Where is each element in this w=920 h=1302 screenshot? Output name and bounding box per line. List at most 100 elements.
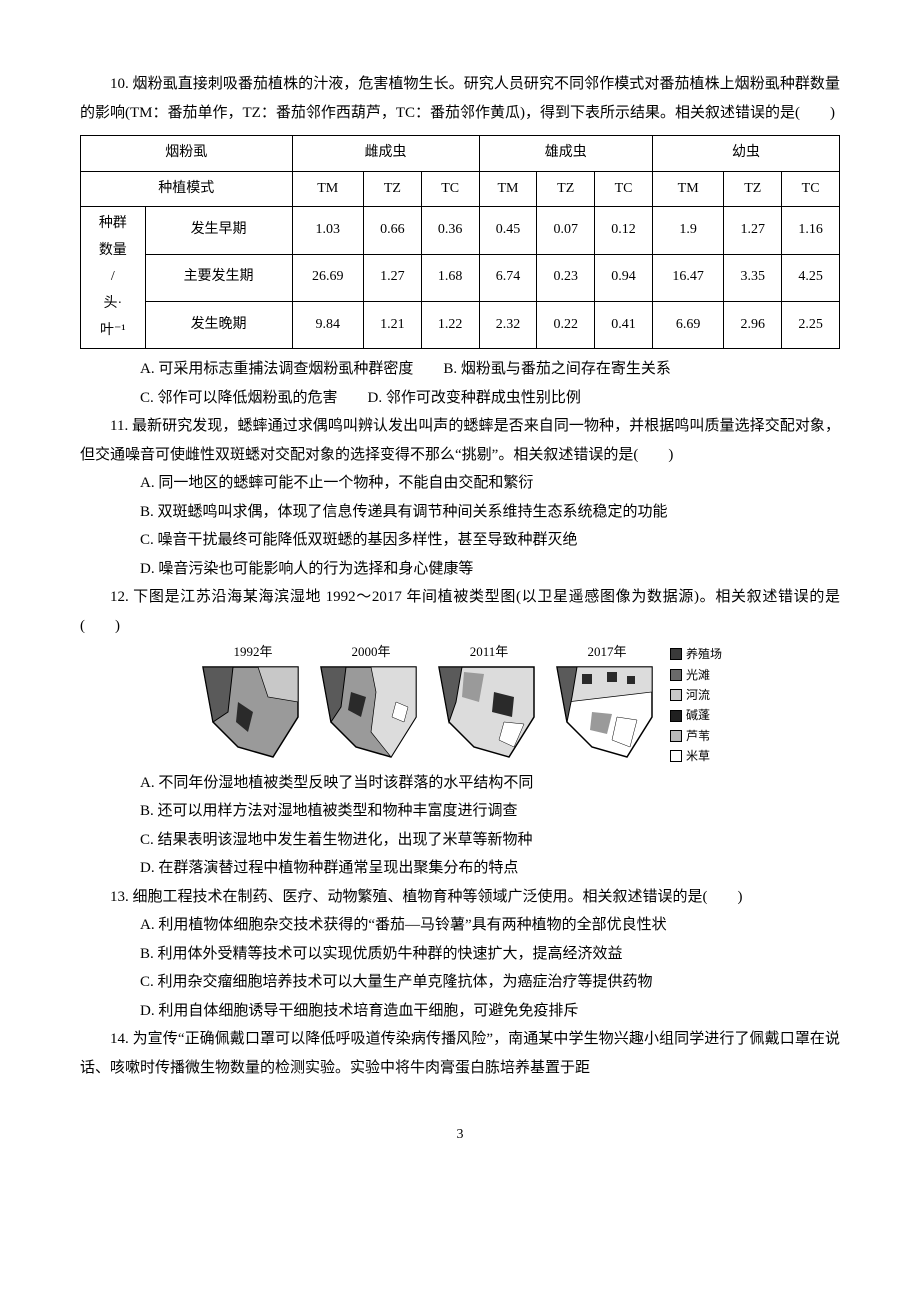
q12-option-d: D. 在群落演替过程中植物种群通常呈现出聚集分布的特点 — [80, 854, 840, 883]
option-a: A. 可采用标志重捕法调查烟粉虱种群密度 — [140, 361, 413, 377]
cell-header: 种植模式 — [81, 171, 293, 207]
cell-header: TM — [652, 171, 723, 207]
option-d: D. 邻作可改变种群成虫性别比例 — [368, 390, 581, 406]
cell-value: 0.94 — [595, 254, 653, 301]
legend-swatch-icon — [670, 648, 682, 660]
cell-header: 幼虫 — [652, 136, 839, 172]
cell-value: 26.69 — [292, 254, 363, 301]
map-1992-svg — [198, 662, 308, 762]
cell-header: 雌成虫 — [292, 136, 479, 172]
table-row: 种群 数量 / 头· 叶⁻¹ 发生早期 1.03 0.66 0.36 0.45 … — [81, 207, 840, 254]
legend-item: 光滩 — [670, 665, 722, 685]
q12-figure: 1992年 2000年 2011年 — [80, 644, 840, 766]
q14-stem: 14. 为宣传“正确佩戴口罩可以降低呼吸道传染病传播风险”，南通某中学生物兴趣小… — [80, 1025, 840, 1082]
cell-value: 2.96 — [724, 301, 782, 348]
q13-option-d: D. 利用自体细胞诱导干细胞技术培育造血干细胞，可避免免疫排斥 — [80, 997, 840, 1026]
q10-stem: 10. 烟粉虱直接刺吸番茄植株的汁液，危害植物生长。研究人员研究不同邻作模式对番… — [80, 70, 840, 127]
cell-value: 6.74 — [479, 254, 537, 301]
map-1992: 1992年 — [198, 644, 308, 762]
cell-value: 1.9 — [652, 207, 723, 254]
map-label: 2011年 — [470, 644, 509, 660]
option-b: B. 烟粉虱与番茄之间存在寄生关系 — [443, 361, 671, 377]
q13-option-b: B. 利用体外受精等技术可以实现优质奶牛种群的快速扩大，提高经济效益 — [80, 940, 840, 969]
q13-option-c: C. 利用杂交瘤细胞培养技术可以大量生产单克隆抗体，为癌症治疗等提供药物 — [80, 968, 840, 997]
map-label: 1992年 — [233, 644, 272, 660]
cell-header: TZ — [537, 171, 595, 207]
map-2000: 2000年 — [316, 644, 426, 762]
cell-value: 0.66 — [364, 207, 422, 254]
cell-header: TC — [595, 171, 653, 207]
cell-value: 0.41 — [595, 301, 653, 348]
cell-value: 1.27 — [724, 207, 782, 254]
table-row: 烟粉虱 雌成虫 雄成虫 幼虫 — [81, 136, 840, 172]
map-label: 2017年 — [587, 644, 626, 660]
q10-options-line1: A. 可采用标志重捕法调查烟粉虱种群密度 B. 烟粉虱与番茄之间存在寄生关系 — [80, 355, 840, 384]
map-2011: 2011年 — [434, 644, 544, 762]
q11-option-c: C. 噪音干扰最终可能降低双斑蟋的基因多样性，甚至导致种群灭绝 — [80, 526, 840, 555]
cell-value: 0.07 — [537, 207, 595, 254]
legend-label: 河流 — [686, 685, 710, 705]
legend-item: 米草 — [670, 746, 722, 766]
q12-option-a: A. 不同年份湿地植被类型反映了当时该群落的水平结构不同 — [80, 769, 840, 798]
legend-item: 河流 — [670, 685, 722, 705]
text: / — [111, 269, 115, 284]
q11-option-d: D. 噪音污染也可能影响人的行为选择和身心健康等 — [80, 555, 840, 584]
q11-option-b: B. 双斑蟋鸣叫求偶，体现了信息传递具有调节种间关系维持生态系统稳定的功能 — [80, 498, 840, 527]
map-2017: 2017年 — [552, 644, 662, 762]
cell-period: 主要发生期 — [145, 254, 292, 301]
legend-label: 养殖场 — [686, 644, 722, 664]
table-row: 发生晚期 9.84 1.21 1.22 2.32 0.22 0.41 6.69 … — [81, 301, 840, 348]
cell-value: 1.27 — [364, 254, 422, 301]
cell-header: TM — [292, 171, 363, 207]
text: 叶⁻¹ — [100, 323, 126, 338]
table-row: 主要发生期 26.69 1.27 1.68 6.74 0.23 0.94 16.… — [81, 254, 840, 301]
text: 种群 — [99, 216, 127, 231]
q10-table: 烟粉虱 雌成虫 雄成虫 幼虫 种植模式 TM TZ TC TM TZ TC TM… — [80, 135, 840, 349]
cell-period: 发生晚期 — [145, 301, 292, 348]
cell-period: 发生早期 — [145, 207, 292, 254]
q12-option-b: B. 还可以用样方法对湿地植被类型和物种丰富度进行调查 — [80, 797, 840, 826]
cell-value: 0.23 — [537, 254, 595, 301]
option-c: C. 邻作可以降低烟粉虱的危害 — [140, 390, 338, 406]
cell-value: 1.68 — [421, 254, 479, 301]
page-number: 3 — [80, 1122, 840, 1149]
cell-value: 2.32 — [479, 301, 537, 348]
cell-value: 4.25 — [782, 254, 840, 301]
cell-value: 3.35 — [724, 254, 782, 301]
cell-value: 1.21 — [364, 301, 422, 348]
cell-header: TC — [421, 171, 479, 207]
legend-label: 碱蓬 — [686, 705, 710, 725]
legend-swatch-icon — [670, 730, 682, 742]
text: 数量 — [99, 243, 127, 258]
cell-value: 2.25 — [782, 301, 840, 348]
legend-swatch-icon — [670, 710, 682, 722]
q13-option-a: A. 利用植物体细胞杂交技术获得的“番茄—马铃薯”具有两种植物的全部优良性状 — [80, 911, 840, 940]
cell-value: 1.03 — [292, 207, 363, 254]
cell-header: 雄成虫 — [479, 136, 652, 172]
map-2000-svg — [316, 662, 426, 762]
map-2017-svg — [552, 662, 662, 762]
cell-rowgroup: 种群 数量 / 头· 叶⁻¹ — [81, 207, 146, 349]
text: 头· — [103, 296, 122, 311]
legend-item: 芦苇 — [670, 726, 722, 746]
q12-option-c: C. 结果表明该湿地中发生着生物进化，出现了米草等新物种 — [80, 826, 840, 855]
q13-stem: 13. 细胞工程技术在制药、医疗、动物繁殖、植物育种等领域广泛使用。相关叙述错误… — [80, 883, 840, 912]
legend-label: 米草 — [686, 746, 710, 766]
legend-label: 芦苇 — [686, 726, 710, 746]
legend-label: 光滩 — [686, 665, 710, 685]
cell-value: 0.45 — [479, 207, 537, 254]
q12-stem: 12. 下图是江苏沿海某海滨湿地 1992～2017 年间植被类型图(以卫星遥感… — [80, 583, 840, 640]
page-container: 10. 烟粉虱直接刺吸番茄植株的汁液，危害植物生长。研究人员研究不同邻作模式对番… — [0, 0, 920, 1189]
cell-value: 0.36 — [421, 207, 479, 254]
cell-header: TM — [479, 171, 537, 207]
cell-value: 6.69 — [652, 301, 723, 348]
cell-header: TC — [782, 171, 840, 207]
q11-stem: 11. 最新研究发现，蟋蟀通过求偶鸣叫辨认发出叫声的蟋蟀是否来自同一物种，并根据… — [80, 412, 840, 469]
cell-header: TZ — [724, 171, 782, 207]
cell-header: 烟粉虱 — [81, 136, 293, 172]
legend-item: 养殖场 — [670, 644, 722, 664]
cell-value: 1.22 — [421, 301, 479, 348]
legend-swatch-icon — [670, 689, 682, 701]
cell-value: 9.84 — [292, 301, 363, 348]
legend-swatch-icon — [670, 750, 682, 762]
